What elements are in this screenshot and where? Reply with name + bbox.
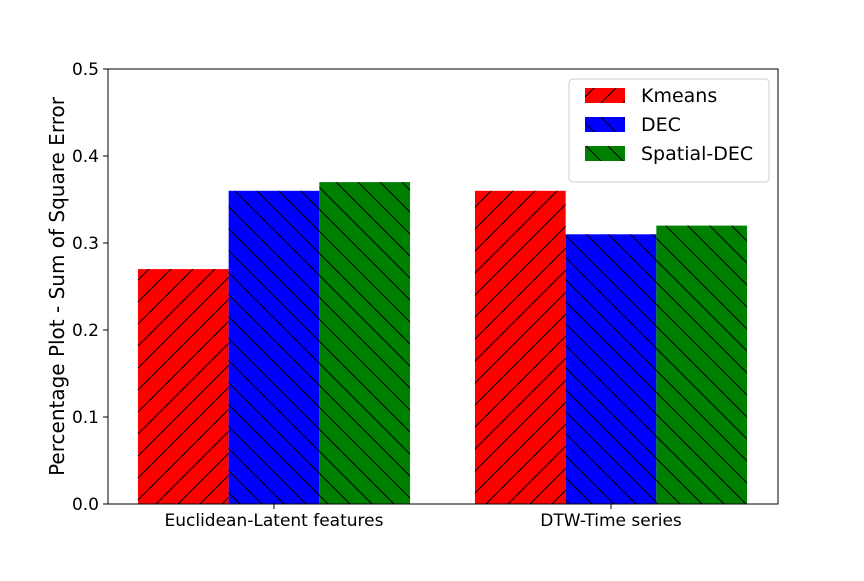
y-tick-label: 0.4 — [72, 147, 99, 167]
bar-dec-euclidean-latent-features-hatch — [228, 190, 320, 505]
x-tick-label-dtw-time-series: DTW-Time series — [540, 511, 682, 531]
y-tick-label: 0.3 — [72, 234, 99, 254]
bar-spatial-dec-dtw-time-series-hatch — [656, 225, 748, 504]
bar-kmeans-euclidean-latent-features-hatch — [137, 269, 229, 504]
x-tick-label-euclidean-latent-features: Euclidean-Latent features — [165, 511, 384, 531]
y-axis-label: Percentage Plot - Sum of Square Error — [45, 96, 69, 476]
legend-swatch-hatch-spatial-dec — [585, 146, 625, 161]
bar-dec-dtw-time-series-hatch — [565, 234, 657, 505]
bars-layer — [137, 182, 748, 505]
y-tick-label: 0.1 — [72, 408, 99, 428]
legend: Kmeans DEC Spatial-DEC — [568, 78, 770, 183]
y-tick-label: 0.0 — [72, 495, 99, 515]
bar-spatial-dec-euclidean-latent-features-hatch — [319, 182, 411, 504]
legend-swatch-hatch-kmeans — [585, 88, 625, 103]
legend-label-dec: DEC — [641, 114, 681, 136]
y-axis: 0.0 0.1 0.2 0.3 0.4 0.5 — [72, 60, 108, 515]
y-tick-label: 0.5 — [72, 60, 99, 80]
plot-frame — [107, 68, 779, 505]
legend-label-kmeans: Kmeans — [641, 85, 717, 107]
bar-kmeans-dtw-time-series-hatch — [474, 190, 566, 505]
y-tick-label: 0.2 — [72, 321, 99, 341]
legend-swatch-hatch-dec — [585, 117, 625, 132]
x-axis: Euclidean-Latent features DTW-Time series — [165, 504, 682, 531]
legend-label-spatial-dec: Spatial-DEC — [641, 143, 753, 165]
